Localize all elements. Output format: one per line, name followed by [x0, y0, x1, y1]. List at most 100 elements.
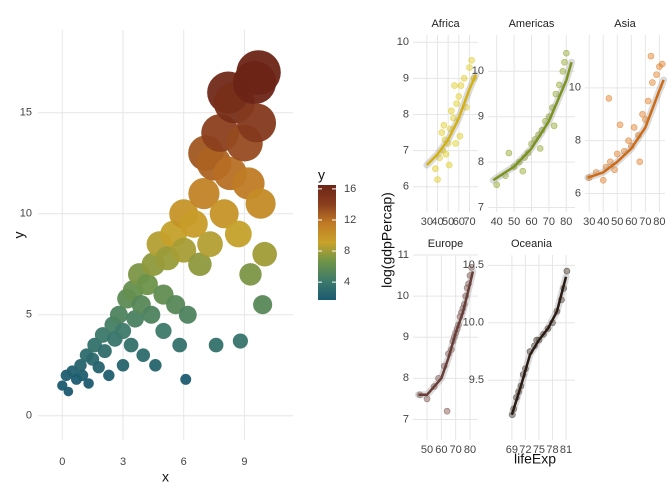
point [653, 71, 660, 78]
point [109, 305, 128, 324]
x-tick-label: 69 [506, 444, 518, 456]
point [649, 79, 656, 86]
point [448, 107, 455, 115]
point [180, 373, 192, 385]
x-tick-label: 30 [583, 216, 595, 228]
point [468, 264, 475, 271]
y-tick-label: 10 [569, 82, 581, 94]
smooth-line [492, 61, 573, 182]
point [455, 93, 463, 100]
x-tick-label: 40 [491, 216, 503, 228]
y-tick-label: 10.0 [463, 317, 484, 329]
x-tick-label: 60 [453, 216, 465, 228]
point [126, 310, 144, 328]
y-tick-label: 10 [472, 65, 484, 77]
point [149, 359, 162, 372]
point [457, 82, 465, 89]
point [103, 369, 115, 382]
x-tick-label: 60 [435, 444, 447, 456]
point [142, 305, 161, 324]
y-tick-label: 10 [397, 290, 409, 302]
y-tick-label: 6 [403, 181, 409, 193]
y-tick-label: 7 [403, 144, 409, 156]
x-axis-label: lifeExp [514, 451, 556, 467]
point [559, 68, 567, 75]
point [451, 82, 458, 89]
point [563, 267, 571, 275]
point [606, 158, 614, 166]
point [460, 75, 468, 82]
point [536, 145, 544, 152]
point [116, 359, 130, 372]
x-tick-label: 75 [533, 444, 545, 456]
point [171, 237, 197, 263]
x-tick-label: 9 [241, 456, 247, 468]
point [136, 348, 151, 362]
point [209, 199, 239, 229]
x-tick-label: 80 [560, 216, 572, 228]
point [434, 176, 441, 183]
point [239, 263, 262, 286]
smooth-line [510, 276, 568, 416]
point [74, 359, 87, 372]
point [561, 58, 568, 66]
point [236, 50, 281, 95]
colorbar [318, 185, 336, 300]
point [556, 81, 563, 89]
point [630, 124, 638, 131]
point [505, 149, 513, 157]
point [636, 158, 644, 166]
point [83, 378, 94, 389]
y-tick-label: 10 [397, 36, 409, 48]
x-tick-label: 70 [639, 216, 651, 228]
y-tick-label: 10.5 [463, 259, 484, 271]
point [611, 166, 618, 174]
point [453, 100, 460, 107]
point [445, 161, 453, 169]
point [644, 97, 652, 105]
point [188, 252, 212, 277]
x-tick-label: 70 [543, 216, 555, 228]
y-tick-label: 5 [26, 309, 32, 321]
y-tick-label: 15 [20, 107, 32, 119]
smooth-line [425, 74, 478, 166]
x-tick-label: 72 [519, 444, 531, 456]
x-tick-label: 80 [464, 444, 476, 456]
x-tick-label: 40 [597, 216, 609, 228]
point [76, 369, 89, 382]
legend-label: 16 [344, 183, 356, 195]
y-axis-label: log(gdpPercap) [379, 192, 395, 288]
x-axis-label: x [162, 469, 169, 485]
x-tick-label: 50 [611, 216, 623, 228]
legend-label: 12 [344, 214, 356, 226]
point [625, 137, 632, 144]
point [136, 273, 158, 296]
y-tick-label: 0 [26, 410, 32, 422]
smooth-line [418, 271, 475, 397]
y-tick-label: 11 [398, 249, 409, 261]
point [442, 150, 450, 158]
point [197, 231, 223, 257]
point [166, 295, 186, 315]
y-tick-label: 9 [403, 331, 409, 343]
point [443, 407, 451, 415]
y-tick-label: 8 [575, 135, 581, 147]
x-tick-label: 70 [450, 444, 462, 456]
x-tick-label: 50 [442, 216, 454, 228]
x-tick-label: 50 [421, 444, 433, 456]
point [114, 322, 132, 340]
point [179, 209, 208, 238]
point [466, 64, 473, 71]
y-tick-label: 8 [478, 156, 484, 168]
legend-title: y [318, 167, 325, 183]
point [456, 132, 464, 140]
y-tick-label: 9 [478, 111, 484, 123]
x-tick-label: 81 [560, 444, 572, 456]
point [188, 177, 220, 210]
facet-title: Oceania [511, 238, 553, 250]
point [252, 241, 277, 267]
point [647, 52, 655, 60]
point [613, 150, 621, 158]
point [57, 380, 68, 391]
legend-label: 4 [344, 276, 350, 288]
